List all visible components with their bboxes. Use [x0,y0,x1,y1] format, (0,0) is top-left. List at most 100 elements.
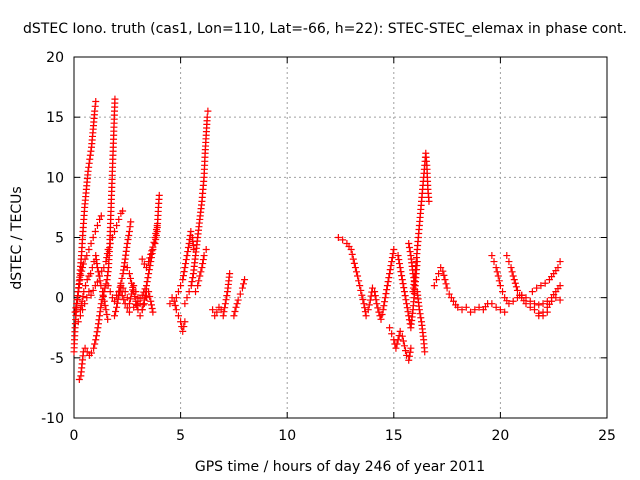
data-point [142,282,150,290]
y-tick-label: 5 [55,231,64,247]
data-point [437,264,445,272]
data-point [400,342,408,350]
data-point [128,279,136,287]
data-point [388,254,396,262]
data-point [188,278,196,286]
data-point [83,252,91,260]
data-point [92,98,100,106]
data-point [394,252,402,260]
data-point [526,303,534,311]
data-point [93,278,101,286]
data-point [123,264,131,272]
data-point [221,300,229,308]
data-point [180,323,188,331]
data-point [197,268,205,276]
data-point [185,288,193,296]
data-point [142,288,150,296]
data-point [507,264,515,272]
data-point [146,292,154,300]
data-point [535,301,543,309]
data-point [445,290,453,298]
data-point [130,288,138,296]
data-point [83,348,91,356]
data-point [139,301,147,309]
data-point [94,268,102,276]
data-point [512,283,520,291]
data-point [104,315,112,323]
data-point [394,336,402,344]
data-point [179,327,187,335]
data-point [475,303,483,311]
data-point [87,240,95,248]
data-point [102,306,110,314]
data-point [171,301,179,309]
data-point [118,274,126,282]
data-point [556,258,564,266]
data-point [199,260,207,268]
data-point [509,272,517,280]
data-point [102,258,110,266]
data-point [183,294,191,302]
data-point [354,272,362,280]
data-point [399,280,407,288]
data-point [113,303,121,311]
data-point [371,292,379,300]
data-point [396,264,404,272]
data-point [386,270,394,278]
data-point [187,282,195,290]
data-point [488,252,496,260]
data-point [140,296,148,304]
data-point [405,352,413,360]
data-point [101,301,109,309]
data-point [79,260,87,268]
data-point [372,296,380,304]
data-point [510,276,518,284]
data-point [111,95,119,103]
data-point [125,270,133,278]
data-point [402,347,410,355]
data-point [407,344,415,352]
data-point [236,290,244,298]
data-point [91,227,99,235]
data-point [222,296,230,304]
data-point [441,276,449,284]
data-point [537,282,545,290]
data-point [155,191,163,199]
data-point [123,294,131,302]
data-point [125,231,133,239]
data-point [541,279,549,287]
data-point [435,270,443,278]
data-point [357,286,365,294]
data-point [432,276,440,284]
data-point [81,300,89,308]
data-point [513,286,521,294]
data-point [381,298,389,306]
data-point [380,302,388,310]
data-point [182,256,190,264]
data-point [77,271,85,279]
data-point [398,272,406,280]
data-point [103,254,111,262]
axis-ticks [73,56,608,419]
data-point [371,288,379,296]
data-point [381,294,389,302]
data-point [383,286,391,294]
data-point [351,264,359,272]
data-point [439,267,447,275]
chart-title: dSTEC Iono. truth (cas1, Lon=110, Lat=-6… [23,21,627,37]
data-point [373,300,381,308]
data-point [352,268,360,276]
data-point [458,306,466,314]
data-point [112,308,120,316]
data-point [90,344,98,352]
data-point [385,274,393,282]
data-point [226,270,234,278]
data-point [108,234,116,241]
data-point [129,283,137,291]
data-point [356,282,364,290]
data-point [151,240,159,248]
data-point [490,258,498,266]
data-point [556,282,564,290]
data-point [405,244,413,252]
data-point [365,301,373,309]
